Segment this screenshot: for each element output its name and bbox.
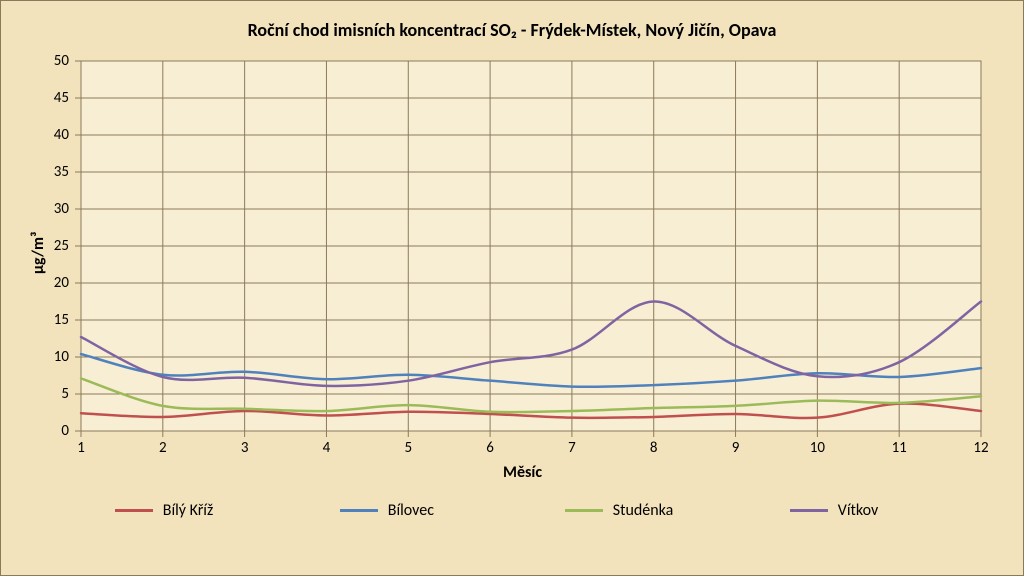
y-tick-label: 35 — [54, 163, 69, 181]
x-tick-label: 12 — [971, 439, 991, 457]
x-tick-label: 7 — [562, 439, 582, 457]
x-tick-label: 1 — [71, 439, 91, 457]
legend-swatch — [790, 509, 828, 512]
x-tick-label: 5 — [398, 439, 418, 457]
y-tick-label: 25 — [54, 237, 69, 255]
y-axis-title: μg/m³ — [29, 232, 48, 274]
legend-item: Studénka — [565, 501, 674, 520]
legend-item: Bílovec — [340, 501, 434, 520]
legend-item: Bílý Kříž — [115, 501, 214, 520]
so2-annual-chart: Roční chod imisních koncentrací SO₂ - Fr… — [0, 0, 1024, 576]
y-tick-label: 50 — [54, 52, 69, 70]
y-tick-label: 20 — [54, 274, 69, 292]
legend-swatch — [115, 509, 153, 512]
y-tick-label: 10 — [54, 348, 69, 366]
y-tick-label: 30 — [54, 200, 69, 218]
legend-label: Studénka — [613, 501, 674, 520]
y-tick-label: 5 — [61, 385, 69, 403]
x-tick-label: 2 — [153, 439, 173, 457]
x-tick-label: 11 — [889, 439, 909, 457]
x-tick-label: 9 — [726, 439, 746, 457]
legend-swatch — [565, 509, 603, 512]
legend-item: Vítkov — [790, 501, 878, 520]
y-tick-label: 0 — [61, 422, 69, 440]
x-tick-label: 4 — [316, 439, 336, 457]
x-axis-title: Měsíc — [503, 463, 542, 482]
plot-area — [1, 1, 1024, 577]
x-tick-label: 10 — [807, 439, 827, 457]
legend-label: Bílovec — [388, 501, 434, 520]
y-tick-label: 15 — [54, 311, 69, 329]
legend-label: Bílý Kříž — [163, 501, 214, 520]
y-tick-label: 40 — [54, 126, 69, 144]
x-tick-label: 8 — [644, 439, 664, 457]
legend-swatch — [340, 509, 378, 512]
y-tick-label: 45 — [54, 89, 69, 107]
legend-label: Vítkov — [838, 501, 878, 520]
x-tick-label: 6 — [480, 439, 500, 457]
x-tick-label: 3 — [235, 439, 255, 457]
